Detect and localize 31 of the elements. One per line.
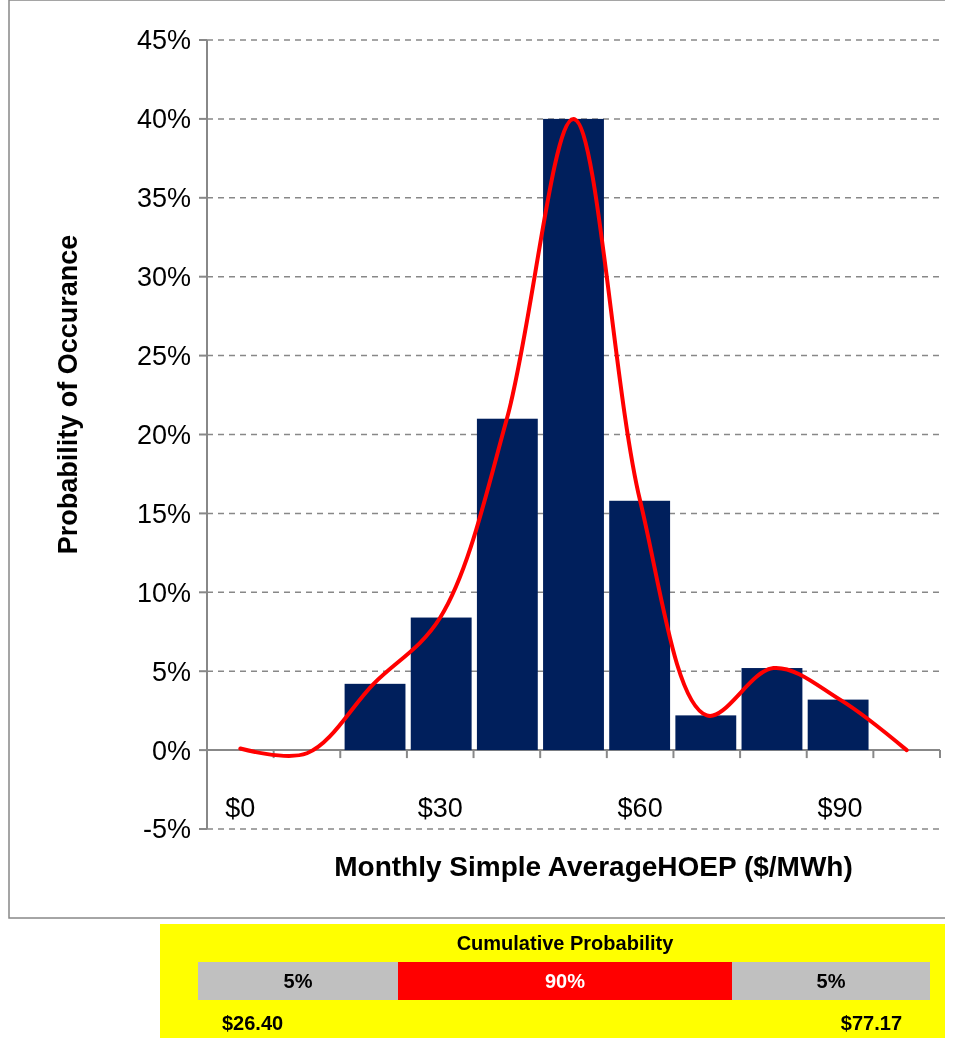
- y-tick-label: 40%: [136, 104, 191, 135]
- bar: [741, 668, 803, 751]
- y-tick-label: 0%: [151, 735, 191, 766]
- y-tick-label: 15%: [136, 498, 191, 529]
- y-tick-label: 35%: [136, 183, 191, 214]
- category-label: 90%: [544, 970, 586, 992]
- y-tick-label: 5%: [151, 656, 191, 687]
- bar: [609, 500, 671, 751]
- bar: [410, 617, 472, 751]
- category-label: 5%: [283, 970, 313, 992]
- text: $77.17: [840, 1012, 902, 1034]
- y-tick-label: 30%: [136, 262, 191, 293]
- y-tick-label: -5%: [142, 814, 191, 845]
- text: Cumulative Probability: [456, 932, 675, 954]
- x-axis-title: Monthly Simple AverageHOEP ($/MWh): [334, 851, 853, 882]
- y-tick-label: 20%: [136, 419, 191, 450]
- bar: [675, 715, 737, 751]
- y-tick-label: 45%: [136, 25, 191, 56]
- x-tick-label: $0: [225, 793, 256, 823]
- y-tick-label: 25%: [136, 341, 191, 372]
- y-axis-title: Probability of Occurance: [53, 234, 83, 555]
- category-label: 5%: [816, 970, 846, 992]
- bar: [344, 683, 406, 751]
- bar: [476, 418, 538, 751]
- x-tick-label: $30: [417, 793, 463, 823]
- bar: [543, 118, 604, 751]
- x-tick-label: $60: [617, 793, 663, 823]
- bar: [807, 699, 869, 751]
- text: $26.40: [222, 1012, 284, 1034]
- y-tick-label: 10%: [136, 577, 191, 608]
- x-tick-label: $90: [817, 793, 863, 823]
